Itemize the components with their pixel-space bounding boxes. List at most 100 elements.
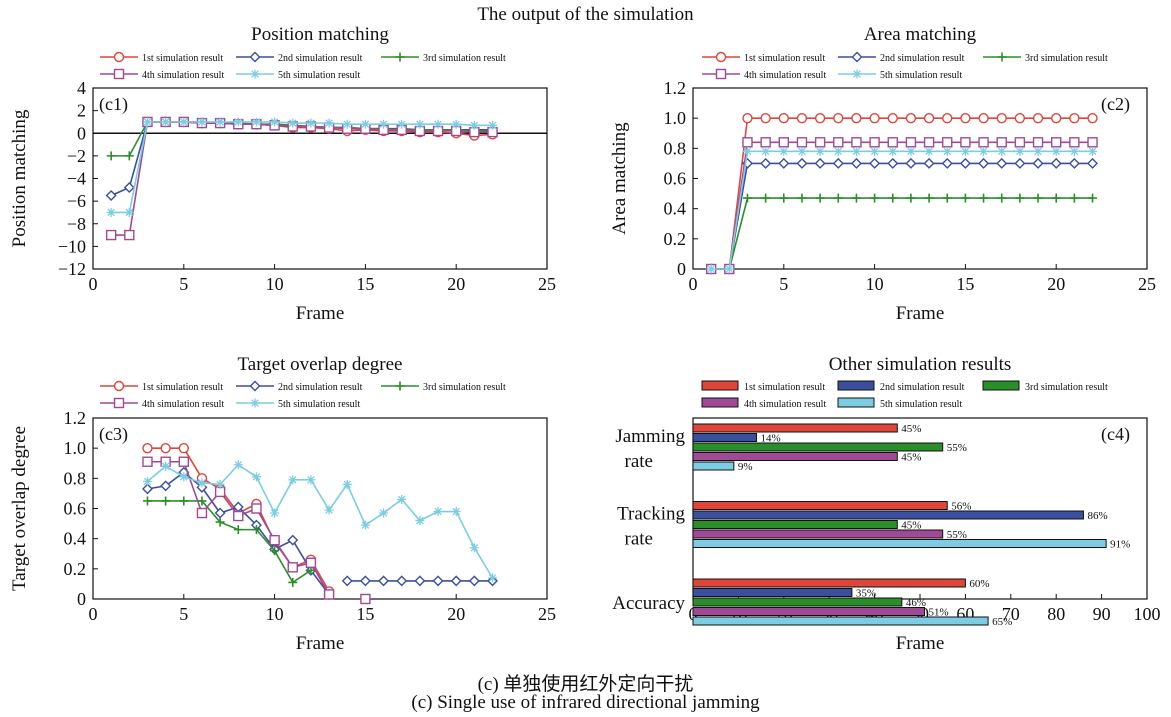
y-tick-label: −8: [67, 214, 86, 234]
data-point: [270, 508, 280, 518]
data-point: [197, 478, 207, 488]
x-tick-label: 90: [1093, 604, 1111, 624]
caption-chinese: (c) 单独使用红外定向干扰: [477, 674, 694, 695]
bar-label: 60%: [969, 578, 989, 590]
series-line: [111, 121, 493, 214]
series-line: [147, 500, 312, 584]
legend-entry: 4th simulation result: [702, 68, 826, 81]
data-point: [451, 119, 461, 129]
bar-label: 45%: [901, 520, 921, 532]
panel-label: (c4): [1101, 424, 1130, 445]
data-point: [433, 507, 443, 517]
x-tick-label: 0: [89, 274, 98, 294]
data-point: [106, 207, 116, 217]
data-point: [1068, 157, 1080, 169]
data-point: [215, 117, 225, 127]
legend-entry: 4th simulation result: [100, 68, 224, 81]
x-tick-label: 20: [1047, 274, 1065, 294]
x-tick-label: 5: [179, 274, 188, 294]
chart-c1: Position matching 1st simulation result 2n…: [9, 24, 556, 324]
x-tick-label: 10: [266, 604, 284, 624]
data-point: [397, 494, 407, 504]
y-tick-label: 0.8: [664, 138, 687, 158]
data-point: [160, 480, 172, 492]
y-tick-label: 0.6: [64, 499, 87, 519]
data-point: [979, 146, 989, 156]
data-point: [1088, 146, 1098, 156]
data-point: [706, 264, 716, 274]
series-1: [142, 116, 498, 141]
data-point: [433, 119, 443, 129]
data-point: [778, 137, 789, 148]
data-point: [1051, 146, 1061, 156]
legend-label: 5th simulation result: [880, 399, 962, 410]
data-point: [906, 146, 916, 156]
legend-entry: 5th simulation result: [838, 69, 962, 81]
data-point: [233, 117, 243, 127]
data-point: [1069, 137, 1080, 148]
data-point: [324, 505, 334, 515]
x-tick-label: 10: [866, 274, 884, 294]
data-point: [360, 593, 371, 605]
data-point: [142, 442, 153, 454]
series-line: [711, 117, 1093, 270]
x-tick-label: 20: [447, 274, 465, 294]
legend-label: 2nd simulation result: [880, 53, 965, 64]
data-point: [270, 117, 280, 127]
chart-title: Position matching: [251, 24, 389, 45]
data-point: [1050, 137, 1062, 148]
legend-entry: 2nd simulation result: [236, 380, 363, 393]
bar: [692, 520, 898, 529]
data-point: [996, 137, 1007, 148]
data-point: [469, 120, 479, 130]
category-label: rate: [625, 528, 653, 549]
data-point: [833, 137, 844, 148]
data-point: [923, 137, 935, 148]
data-point: [414, 575, 426, 587]
data-point: [1050, 112, 1062, 124]
data-point: [1050, 157, 1062, 169]
legend-entry: 2nd simulation result: [838, 51, 965, 64]
data-point: [1015, 146, 1025, 156]
data-point: [761, 146, 771, 156]
bar-label: 55%: [947, 529, 967, 541]
series-line: [111, 121, 493, 236]
data-point: [833, 193, 843, 203]
data-point: [161, 496, 171, 506]
legend-marker: [395, 52, 405, 62]
category-label: Accuracy: [612, 593, 685, 614]
bar: [692, 452, 898, 461]
legend-label: 3rd simulation result: [1025, 53, 1108, 64]
y-tick-label: −6: [67, 191, 86, 211]
data-point: [287, 562, 298, 573]
data-point: [779, 146, 789, 156]
data-point: [1015, 193, 1025, 203]
x-tick-label: 25: [1138, 274, 1156, 294]
x-axis-label: Frame: [296, 303, 345, 324]
data-point: [960, 137, 971, 148]
data-point: [942, 137, 953, 148]
data-point: [288, 475, 298, 485]
panel-label: (c3): [99, 424, 128, 445]
data-point: [814, 112, 826, 124]
legend-label: 4th simulation result: [744, 70, 826, 81]
bar: [692, 616, 989, 626]
legend-entry: 1st simulation result: [702, 51, 825, 64]
data-point: [905, 157, 917, 169]
data-point: [287, 534, 299, 546]
data-point: [342, 119, 352, 129]
figure-title: The output of the simulation: [477, 4, 694, 25]
bar-label: 14%: [761, 433, 781, 445]
data-point: [306, 475, 316, 485]
data-point: [760, 137, 771, 148]
data-point: [851, 193, 861, 203]
legend-entry: 3rd simulation result: [381, 381, 506, 393]
x-tick-label: 25: [538, 274, 556, 294]
bar: [692, 510, 1084, 520]
data-point: [887, 157, 899, 169]
category-label: Tracking: [617, 503, 685, 524]
bar-label: 9%: [738, 461, 753, 473]
plot-frame: [692, 87, 1148, 270]
chart-title: Area matching: [864, 24, 977, 45]
y-tick-label: 1.0: [664, 108, 687, 128]
